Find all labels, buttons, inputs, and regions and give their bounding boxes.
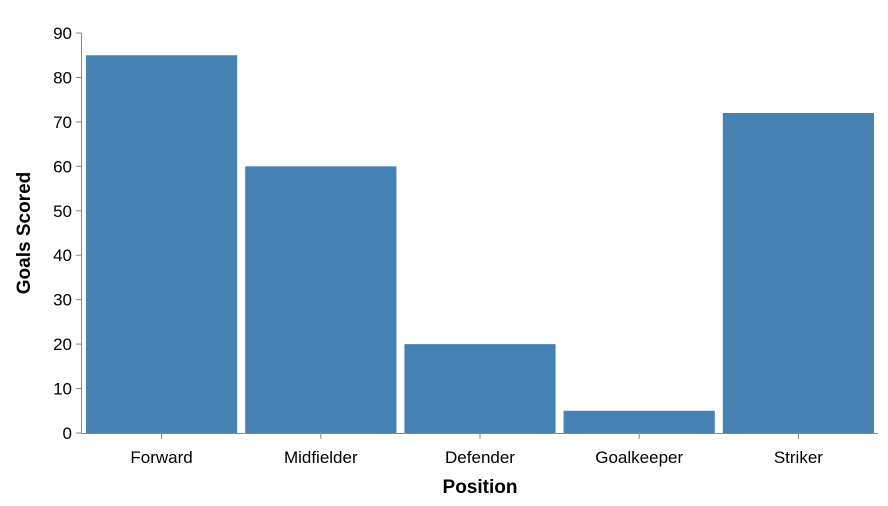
y-tick-label: 60 <box>53 157 72 176</box>
x-tick-label-midfielder: Midfielder <box>284 448 358 467</box>
y-axis-title: Goals Scored <box>14 172 35 295</box>
x-tick-label-forward: Forward <box>130 448 192 467</box>
bar-goalkeeper <box>563 410 715 433</box>
y-tick-label: 0 <box>63 424 72 443</box>
bar-midfielder <box>245 166 397 434</box>
y-tick-label: 50 <box>53 202 72 221</box>
bars-group <box>86 55 874 434</box>
y-tick-label: 20 <box>53 335 72 354</box>
bar-striker <box>722 113 874 433</box>
y-tick-label: 90 <box>53 24 72 43</box>
x-tick-label-striker: Striker <box>774 448 823 467</box>
y-tick-label: 40 <box>53 246 72 265</box>
x-tick-label-goalkeeper: Goalkeeper <box>595 448 683 467</box>
y-tick-label: 30 <box>53 291 72 310</box>
x-axis: Forward Midfielder Defender Goalkeeper Strik… <box>81 433 878 467</box>
y-tick-label: 70 <box>53 113 72 132</box>
x-tick-label-defender: Defender <box>445 448 515 467</box>
y-tick-label: 80 <box>53 68 72 87</box>
bar-forward <box>86 55 238 433</box>
bar-defender <box>404 344 556 433</box>
y-tick-label: 10 <box>53 380 72 399</box>
y-axis: 0 10 20 30 40 50 60 70 80 90 <box>53 24 82 443</box>
x-axis-title: Position <box>443 477 518 498</box>
